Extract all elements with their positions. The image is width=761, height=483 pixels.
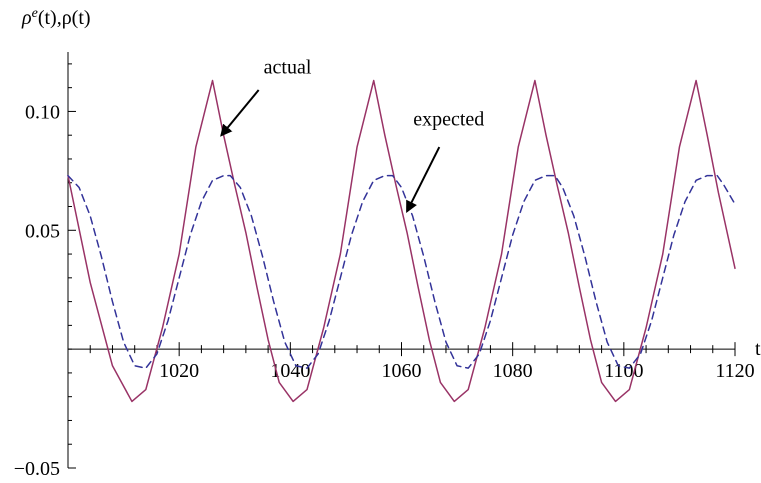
x-axis-title: t [755,338,761,360]
y-tick-label: 0.10 [25,101,60,123]
series-actual [67,79,736,403]
series-expected [67,174,736,369]
series-layer [67,79,736,403]
y-tick-label: 0.05 [25,220,60,242]
y-axis-title-superscript: e [32,6,38,21]
y-axis-title: ρe(t),ρ(t) [21,6,91,30]
annotation-arrow-actual [220,89,260,137]
x-tick-label: 1060 [382,360,422,382]
annotations-layer: actual expected [220,56,484,214]
y-axis-title-symbol: ρ [21,7,32,29]
x-tick-label: 1080 [493,360,533,382]
annotation-label-actual: actual [264,56,312,78]
ticks: 1020 1040 1060 1080 1100 1120 −0.05 0.05 0.10 [14,63,755,480]
annotation-arrow-expected [406,146,441,214]
y-axis-title-rest: (t),ρ(t) [38,7,91,29]
x-tick-label: 1120 [715,360,754,382]
x-tick-label: 1020 [159,360,199,382]
svg-text:ρe(t),ρ(t): ρe(t),ρ(t) [21,6,91,30]
x-tick-label: 1040 [270,360,310,382]
annotation-label-expected: expected [413,109,484,131]
y-tick-label: −0.05 [14,458,60,480]
x-tick-label: 1100 [604,360,643,382]
